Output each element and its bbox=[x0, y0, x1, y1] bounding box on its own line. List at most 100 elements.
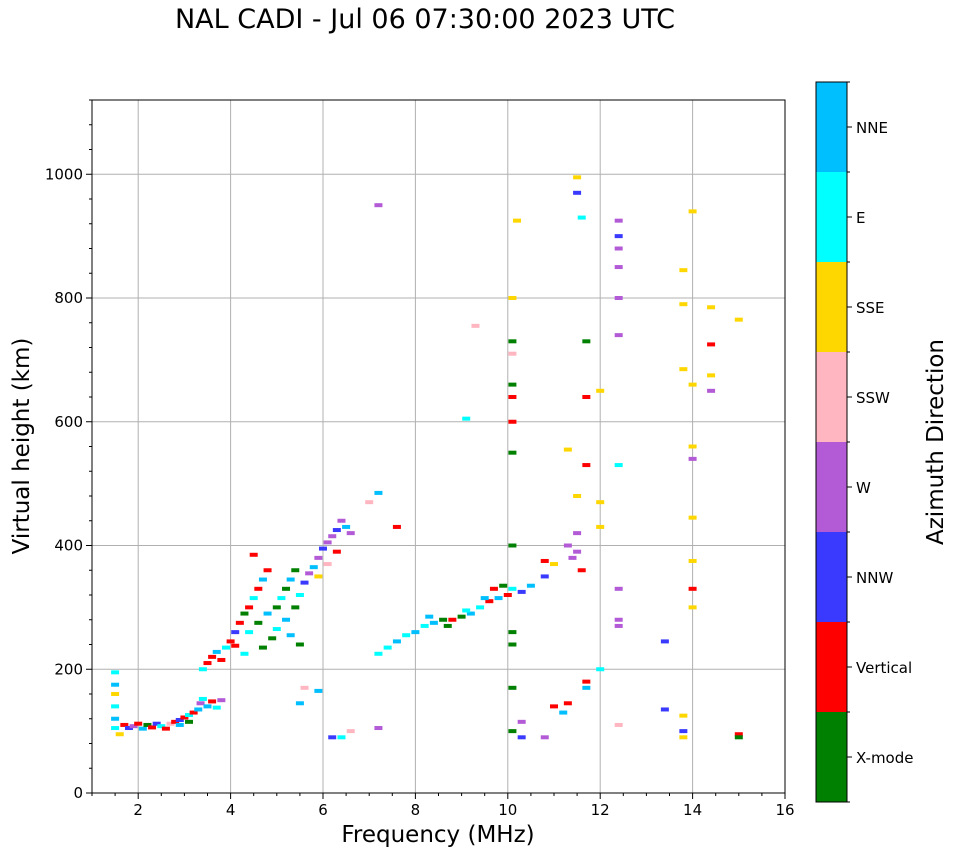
data-point bbox=[111, 692, 120, 696]
colorbar-tick-label: W bbox=[856, 479, 871, 497]
data-point bbox=[231, 643, 240, 648]
data-point bbox=[249, 596, 258, 601]
data-point bbox=[508, 382, 517, 387]
data-point bbox=[688, 456, 697, 461]
data-point bbox=[517, 719, 526, 724]
data-point bbox=[466, 611, 475, 616]
data-point bbox=[582, 339, 591, 344]
data-point bbox=[314, 555, 323, 560]
data-point bbox=[660, 707, 669, 712]
x-tick-label: 8 bbox=[411, 801, 421, 819]
data-point bbox=[573, 549, 582, 554]
data-point bbox=[688, 605, 697, 610]
data-point bbox=[614, 218, 623, 223]
colorbar-tick-label: Vertical bbox=[856, 659, 912, 677]
data-point bbox=[332, 528, 341, 533]
data-point bbox=[540, 735, 549, 740]
data-point bbox=[582, 679, 591, 684]
data-points bbox=[111, 175, 743, 740]
colorbar-tick-label: NNE bbox=[856, 119, 888, 137]
data-point bbox=[323, 540, 332, 545]
data-point bbox=[111, 704, 120, 709]
y-tick-label: 0 bbox=[73, 784, 83, 802]
data-point bbox=[295, 701, 304, 706]
data-point bbox=[614, 463, 623, 468]
colorbar-tick-label: SSE bbox=[856, 299, 885, 317]
data-point bbox=[707, 305, 716, 310]
data-point bbox=[614, 617, 623, 622]
data-point bbox=[226, 639, 235, 644]
data-point bbox=[614, 333, 623, 338]
data-point bbox=[120, 722, 129, 727]
data-point bbox=[129, 724, 138, 729]
data-point bbox=[582, 685, 591, 690]
data-point bbox=[508, 543, 517, 548]
data-point bbox=[429, 620, 438, 625]
data-point bbox=[734, 732, 743, 737]
data-point bbox=[282, 586, 291, 591]
data-point bbox=[573, 175, 582, 180]
data-point bbox=[111, 726, 120, 731]
data-point bbox=[494, 596, 503, 601]
data-point bbox=[203, 661, 212, 666]
data-point bbox=[540, 574, 549, 579]
data-point bbox=[212, 705, 221, 710]
y-tick-label: 200 bbox=[54, 660, 83, 678]
axes: 2 4 6 8 10 12 14 16 0 200 400 600 800 1000 bbox=[45, 99, 795, 819]
data-point bbox=[688, 382, 697, 387]
data-point bbox=[314, 688, 323, 693]
data-point bbox=[573, 494, 582, 498]
data-point bbox=[476, 605, 485, 610]
colorbar-segment bbox=[816, 532, 847, 622]
colorbar-label: Azimuth Direction bbox=[923, 339, 949, 545]
data-point bbox=[707, 342, 716, 347]
data-point bbox=[115, 732, 124, 737]
data-point bbox=[582, 395, 591, 399]
data-point bbox=[245, 605, 254, 610]
data-point bbox=[263, 611, 272, 616]
data-point bbox=[420, 623, 429, 628]
colorbar-segment bbox=[816, 262, 847, 352]
data-point bbox=[221, 645, 230, 650]
data-point bbox=[503, 593, 512, 597]
data-point bbox=[679, 713, 688, 718]
data-point bbox=[614, 234, 623, 239]
data-point bbox=[263, 568, 272, 573]
data-point bbox=[240, 611, 249, 616]
data-point bbox=[734, 735, 743, 740]
data-point bbox=[342, 524, 351, 529]
data-point bbox=[517, 589, 526, 594]
data-point bbox=[563, 543, 572, 548]
data-point bbox=[679, 735, 688, 740]
data-point bbox=[328, 534, 337, 539]
data-point bbox=[365, 500, 374, 505]
data-point bbox=[499, 583, 508, 588]
data-point bbox=[392, 639, 401, 644]
x-axis-label: Frequency (MHz) bbox=[341, 822, 534, 848]
colorbar-tick-label: SSW bbox=[856, 389, 890, 407]
data-point bbox=[291, 605, 300, 610]
data-point bbox=[614, 623, 623, 628]
colorbar-tick-label: E bbox=[856, 209, 865, 227]
data-point bbox=[457, 614, 466, 619]
data-point bbox=[443, 623, 452, 628]
data-point bbox=[540, 558, 549, 563]
data-point bbox=[402, 633, 411, 638]
data-point bbox=[688, 444, 697, 449]
data-point bbox=[240, 651, 249, 656]
x-tick-label: 12 bbox=[591, 801, 610, 819]
data-point bbox=[282, 617, 291, 622]
data-point bbox=[217, 698, 226, 703]
data-point bbox=[217, 657, 226, 662]
data-point bbox=[688, 558, 697, 563]
x-tick-label: 2 bbox=[133, 801, 143, 819]
data-point bbox=[573, 531, 582, 536]
data-point bbox=[707, 373, 716, 378]
data-point bbox=[208, 699, 217, 704]
data-point bbox=[198, 696, 207, 701]
data-point bbox=[180, 715, 189, 720]
data-point bbox=[596, 500, 605, 505]
data-point bbox=[111, 682, 120, 687]
data-point bbox=[208, 654, 217, 659]
data-point bbox=[508, 395, 517, 399]
